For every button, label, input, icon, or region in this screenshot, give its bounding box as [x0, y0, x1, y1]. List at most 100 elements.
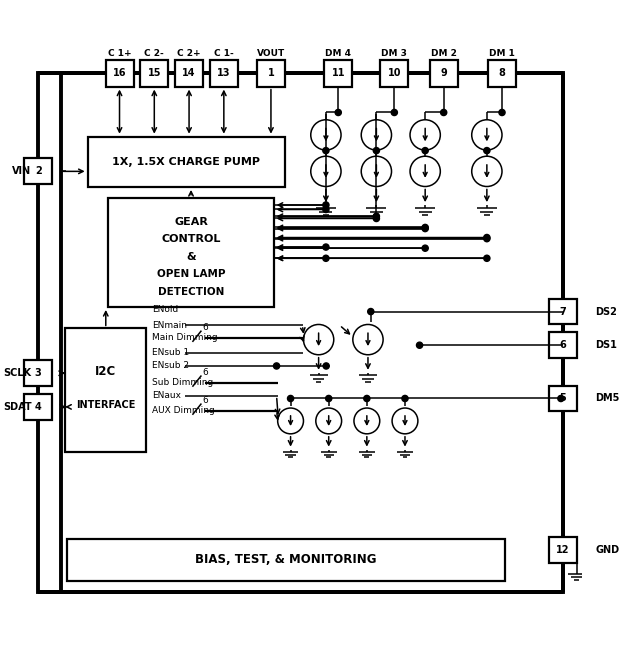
Circle shape [287, 395, 293, 401]
Text: I2C: I2C [95, 365, 116, 378]
Circle shape [441, 110, 447, 116]
Text: 4: 4 [35, 402, 41, 412]
Text: SCLK: SCLK [3, 368, 32, 378]
Text: BIAS, TEST, & MONITORING: BIAS, TEST, & MONITORING [196, 553, 377, 566]
Circle shape [558, 395, 564, 401]
Circle shape [323, 206, 329, 212]
Text: Main Dimming: Main Dimming [152, 333, 218, 343]
Bar [324, 59, 352, 87]
Text: C 1-: C 1- [214, 49, 234, 57]
Text: DM 3: DM 3 [381, 49, 407, 57]
Circle shape [373, 213, 379, 219]
Text: ENaux: ENaux [152, 391, 181, 400]
Circle shape [323, 255, 329, 261]
Text: 2: 2 [35, 166, 41, 176]
Text: 16: 16 [113, 68, 126, 78]
Circle shape [484, 255, 490, 261]
Text: 11: 11 [332, 68, 345, 78]
Circle shape [326, 395, 332, 401]
Text: DS2: DS2 [595, 307, 617, 317]
Text: DM 1: DM 1 [489, 49, 515, 57]
Bar [24, 158, 52, 184]
Circle shape [422, 226, 428, 232]
Text: 7: 7 [559, 307, 566, 317]
Circle shape [422, 224, 428, 230]
Text: ENold: ENold [152, 305, 178, 315]
Text: DS1: DS1 [595, 340, 617, 350]
Circle shape [335, 110, 341, 116]
Bar [24, 360, 52, 386]
Text: 3: 3 [35, 368, 41, 378]
Text: INTERFACE: INTERFACE [76, 400, 136, 410]
Text: 5: 5 [559, 393, 566, 403]
Text: 13: 13 [217, 68, 231, 78]
Text: DM 4: DM 4 [325, 49, 351, 57]
Text: C 1+: C 1+ [108, 49, 131, 57]
Bar [65, 329, 147, 452]
Text: 14: 14 [183, 68, 196, 78]
Text: 6: 6 [202, 396, 208, 405]
Bar [87, 136, 285, 187]
Text: DM5: DM5 [595, 393, 619, 403]
Text: &: & [186, 252, 196, 262]
Text: 6: 6 [559, 340, 566, 350]
Circle shape [323, 202, 329, 208]
Text: GND: GND [595, 545, 619, 555]
Circle shape [391, 110, 397, 116]
Circle shape [364, 395, 370, 401]
Circle shape [484, 234, 490, 240]
Text: 6: 6 [202, 323, 208, 332]
Text: ENsub 1: ENsub 1 [152, 348, 189, 357]
Bar [210, 59, 238, 87]
Bar [548, 537, 576, 563]
Circle shape [417, 342, 423, 348]
Bar [548, 332, 576, 358]
Text: AUX Dimming: AUX Dimming [152, 406, 215, 415]
Bar [257, 59, 285, 87]
Bar [548, 385, 576, 411]
Circle shape [499, 110, 505, 116]
Circle shape [323, 148, 329, 154]
Bar [108, 198, 274, 307]
Circle shape [422, 245, 428, 251]
Circle shape [323, 363, 329, 369]
Bar [175, 59, 203, 87]
Bar [141, 59, 168, 87]
Text: 12: 12 [556, 545, 569, 555]
Text: VIN: VIN [12, 166, 32, 176]
Circle shape [422, 148, 428, 154]
Circle shape [274, 363, 280, 369]
Text: DETECTION: DETECTION [158, 287, 224, 297]
Text: VOUT: VOUT [257, 49, 285, 57]
Text: ENmain: ENmain [152, 321, 187, 329]
Text: 9: 9 [440, 68, 447, 78]
Bar [380, 59, 409, 87]
Bar [105, 59, 134, 87]
Text: 10: 10 [387, 68, 401, 78]
Circle shape [368, 309, 374, 315]
Text: CONTROL: CONTROL [162, 234, 221, 244]
Text: 1: 1 [267, 68, 274, 78]
Text: 6: 6 [202, 368, 208, 377]
Circle shape [323, 244, 329, 250]
Circle shape [484, 236, 490, 242]
Text: Sub Dimming: Sub Dimming [152, 378, 214, 387]
Circle shape [484, 148, 490, 154]
Text: ENsub 2: ENsub 2 [152, 361, 189, 371]
Bar [67, 538, 505, 580]
Circle shape [373, 215, 379, 222]
Text: SDAT: SDAT [3, 402, 32, 412]
Text: C 2+: C 2+ [177, 49, 201, 57]
Circle shape [402, 395, 408, 401]
Text: GEAR: GEAR [174, 217, 208, 226]
Text: DM 2: DM 2 [431, 49, 457, 57]
Text: OPEN LAMP: OPEN LAMP [157, 269, 225, 279]
Text: 1X, 1.5X CHARGE PUMP: 1X, 1.5X CHARGE PUMP [112, 157, 260, 167]
Text: 15: 15 [147, 68, 161, 78]
Text: C 2-: C 2- [144, 49, 164, 57]
Bar [24, 394, 52, 420]
Circle shape [373, 148, 379, 154]
Bar [488, 59, 516, 87]
Text: 8: 8 [498, 68, 506, 78]
Bar [430, 59, 457, 87]
